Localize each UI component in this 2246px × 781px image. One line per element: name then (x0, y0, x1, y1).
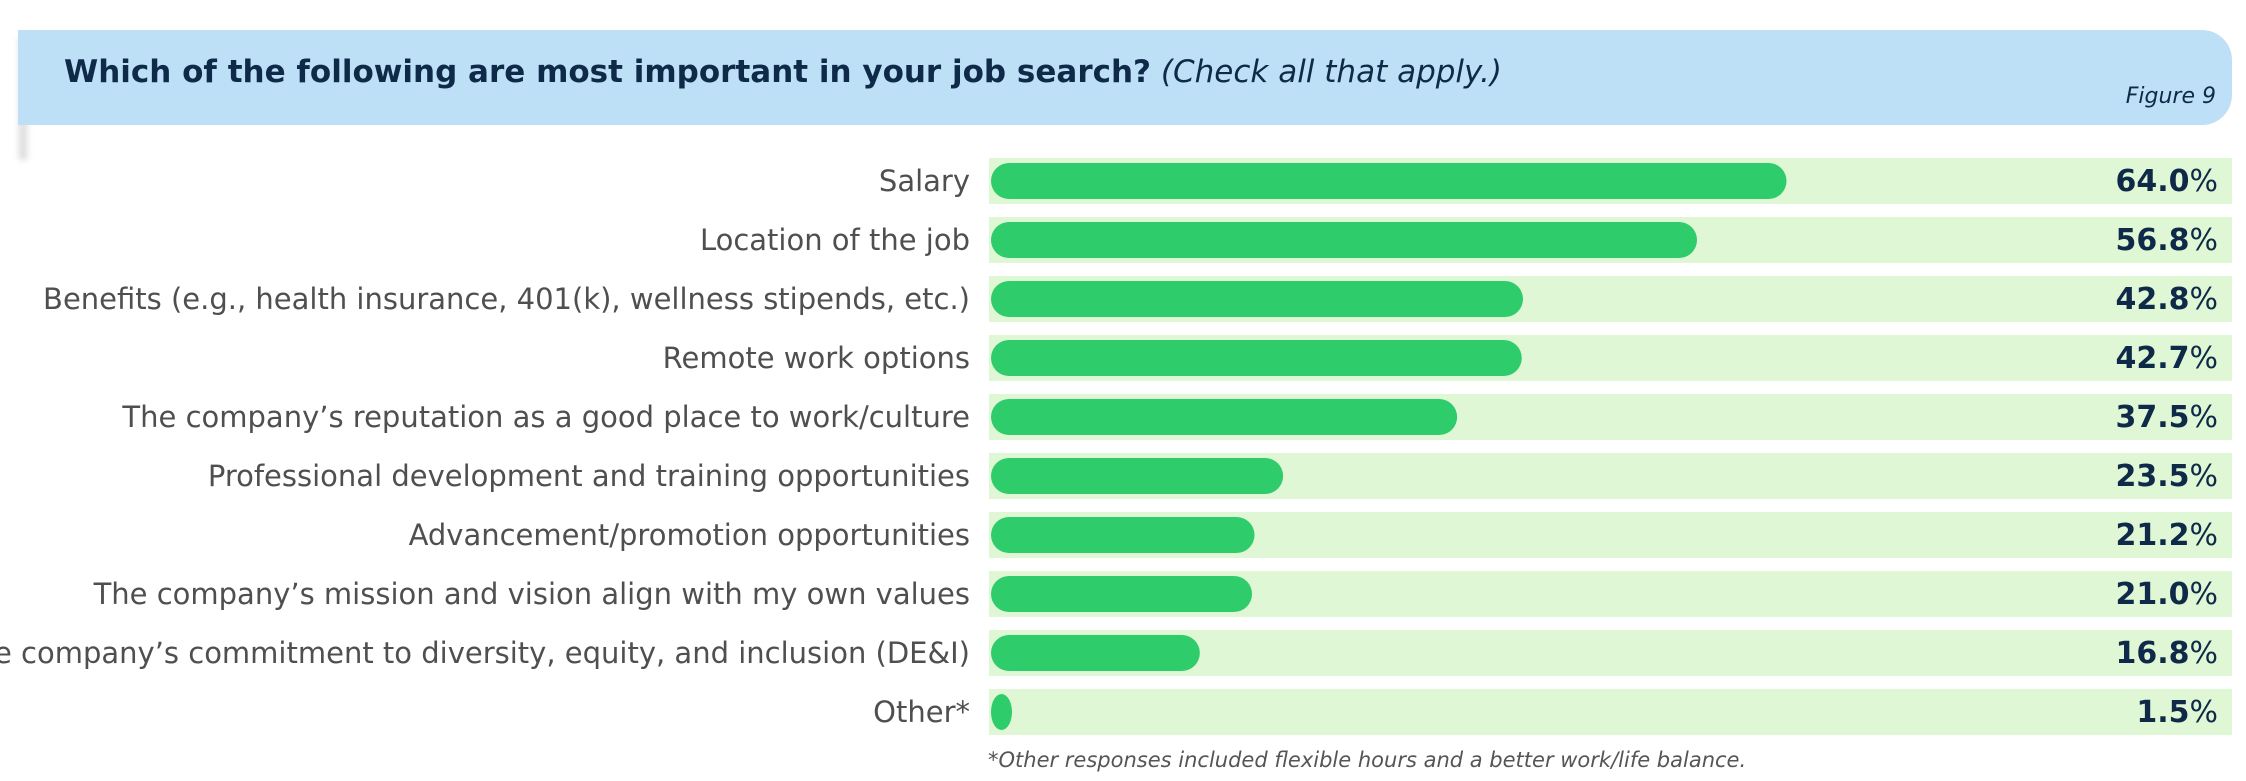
title-subtitle: (Check all that apply.) (1160, 54, 1502, 90)
category-label: The company’s commitment to diversity, e… (0, 636, 970, 670)
value-unit: % (2189, 577, 2218, 612)
value-unit: % (2189, 459, 2218, 494)
value-label: 16.8% (2115, 636, 2218, 671)
value-unit: % (2189, 164, 2218, 199)
value-number: 16.8 (2115, 636, 2189, 671)
value-unit: % (2189, 223, 2218, 258)
bar-1 (991, 163, 1787, 199)
bar-4 (991, 340, 1522, 376)
value-number: 42.7 (2115, 341, 2189, 376)
chart-header: Which of the following are most importan… (18, 30, 2232, 125)
value-label: 21.2% (2115, 518, 2218, 553)
value-unit: % (2189, 341, 2218, 376)
value-number: 23.5 (2115, 459, 2189, 494)
value-unit: % (2189, 695, 2218, 730)
category-label: Remote work options (663, 341, 970, 375)
value-label: 42.7% (2115, 341, 2218, 376)
bar-track (989, 689, 2232, 735)
figure-label: Figure 9 (2125, 84, 2216, 109)
value-number: 37.5 (2115, 400, 2189, 435)
value-unit: % (2189, 636, 2218, 671)
value-number: 64.0 (2115, 164, 2189, 199)
category-label: Professional development and training op… (208, 459, 970, 493)
value-number: 42.8 (2115, 282, 2189, 317)
category-label: Other* (873, 695, 970, 729)
category-label: Location of the job (700, 223, 970, 257)
value-label: 56.8% (2115, 223, 2218, 258)
bar-3 (991, 281, 1524, 317)
category-label: The company’s mission and vision align w… (93, 577, 970, 611)
bar-9 (991, 635, 1200, 671)
value-unit: % (2189, 282, 2218, 317)
title-main: Which of the following are most importan… (64, 54, 1152, 90)
value-label: 21.0% (2115, 577, 2218, 612)
bar-8 (991, 576, 1253, 612)
value-label: 42.8% (2115, 282, 2218, 317)
value-label: 64.0% (2115, 164, 2218, 199)
value-number: 56.8 (2115, 223, 2189, 258)
value-label: 37.5% (2115, 400, 2218, 435)
category-label: The company’s reputation as a good place… (121, 400, 970, 434)
value-label: 1.5% (2136, 695, 2218, 730)
category-label: Advancement/promotion opportunities (409, 518, 970, 552)
bar-2 (991, 222, 1698, 258)
value-number: 1.5 (2136, 695, 2189, 730)
category-label: Benefits (e.g., health insurance, 401(k)… (43, 282, 970, 316)
category-label: Salary (879, 164, 970, 198)
bar-6 (991, 458, 1284, 494)
footnote: *Other responses included flexible hours… (988, 748, 1747, 772)
value-number: 21.2 (2115, 518, 2189, 553)
value-number: 21.0 (2115, 577, 2189, 612)
bar-5 (991, 399, 1458, 435)
value-unit: % (2189, 400, 2218, 435)
bar-7 (991, 517, 1255, 553)
bar-10 (991, 694, 1012, 730)
value-label: 23.5% (2115, 459, 2218, 494)
chart-title: Which of the following are most importan… (64, 54, 1502, 90)
value-unit: % (2189, 518, 2218, 553)
